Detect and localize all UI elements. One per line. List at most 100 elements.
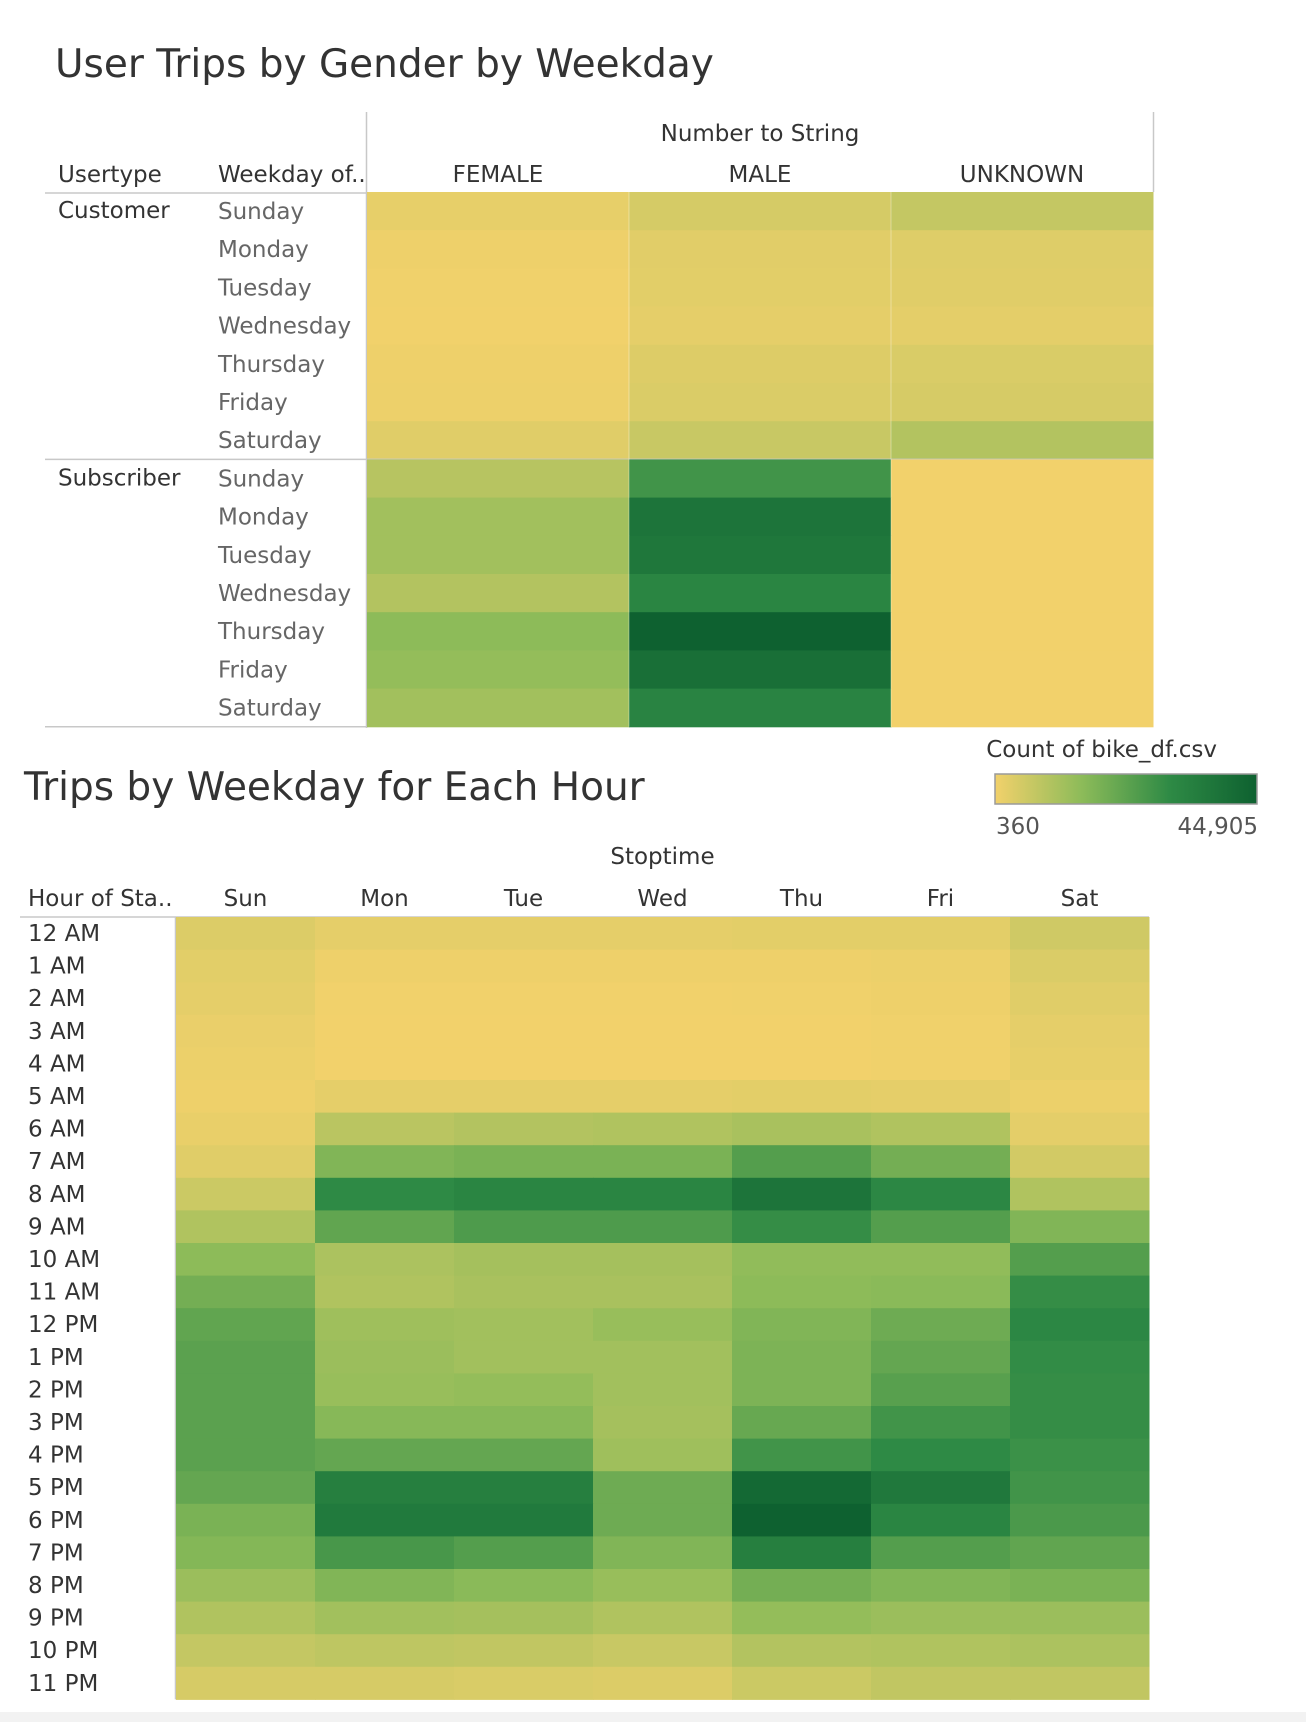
chart2-heat-cell bbox=[176, 1601, 316, 1635]
chart2-heat-cell bbox=[593, 949, 733, 983]
chart2-heat-cell bbox=[315, 1601, 455, 1635]
chart2-heat-cell bbox=[176, 1275, 316, 1309]
chart2-heat-cell bbox=[176, 917, 316, 951]
chart2-heat-cell bbox=[454, 1634, 594, 1668]
chart2-heat-cell bbox=[593, 1047, 733, 1081]
chart2-heat-cell bbox=[871, 1145, 1011, 1179]
chart2-heat-cell bbox=[454, 1666, 594, 1700]
chart1-heat-cell bbox=[367, 535, 630, 575]
chart2-heat-cell bbox=[315, 1438, 455, 1472]
chart2-heat-cell bbox=[732, 1112, 872, 1146]
chart1-heat-cell bbox=[629, 230, 892, 269]
chart2-heat-cell bbox=[454, 1080, 594, 1114]
chart1-weekday-label: Saturday bbox=[218, 696, 322, 722]
chart2-heat-cell bbox=[176, 1014, 316, 1048]
chart2-heat-cell bbox=[176, 1177, 316, 1211]
chart1-weekday-label: Wednesday bbox=[218, 581, 351, 607]
chart2-heat-cell bbox=[593, 1666, 733, 1700]
chart2-heat-cell bbox=[176, 1569, 316, 1603]
chart1-heat-cell bbox=[367, 421, 630, 460]
chart1-title: User Trips by Gender by Weekday bbox=[55, 42, 714, 87]
chart2-heat-cell bbox=[871, 949, 1011, 983]
chart2-hour-label: 5 AM bbox=[28, 1084, 86, 1110]
chart1-heat-cell bbox=[891, 459, 1154, 499]
chart1-heat-cell bbox=[367, 688, 630, 728]
chart1-heat-cell bbox=[629, 574, 892, 613]
chart1-weekday-label: Friday bbox=[218, 390, 288, 416]
chart2-heat-cell bbox=[454, 1373, 594, 1407]
chart2-heat-cell bbox=[871, 1601, 1011, 1635]
chart2-heat-cell bbox=[732, 1210, 872, 1244]
chart2-heat-cell bbox=[454, 1438, 594, 1472]
chart2-heat-cell bbox=[732, 982, 872, 1016]
chart2-heat-cell bbox=[1010, 1471, 1150, 1505]
chart2-heat-cell bbox=[454, 917, 594, 951]
chart1-heat-cell bbox=[629, 612, 892, 651]
chart2-heat-cell bbox=[732, 1438, 872, 1472]
chart1-heat-cell bbox=[629, 688, 892, 728]
chart1-weekday-label: Tuesday bbox=[217, 543, 312, 569]
chart2-heat-cell bbox=[315, 1373, 455, 1407]
chart1-heat-cell bbox=[367, 344, 630, 384]
chart2-heat-cell bbox=[593, 1373, 733, 1407]
chart1-weekday-label: Wednesday bbox=[218, 314, 351, 340]
chart2-heat-cell bbox=[871, 1569, 1011, 1603]
chart2-heat-cell bbox=[176, 982, 316, 1016]
chart1-weekday-label: Monday bbox=[218, 505, 309, 531]
chart1-heat-cell bbox=[629, 268, 892, 308]
chart2-hour-label: 2 AM bbox=[28, 986, 86, 1012]
chart1-heat-cell bbox=[891, 650, 1154, 690]
chart2-heat-cell bbox=[871, 982, 1011, 1016]
chart2-heat-cell bbox=[315, 1471, 455, 1505]
chart2-heat-cell bbox=[593, 1601, 733, 1635]
chart2-heat-cell bbox=[732, 1243, 872, 1277]
chart2-column-header: Sun bbox=[224, 886, 268, 912]
chart2-heat-cell bbox=[176, 1503, 316, 1537]
chart2-heat-cell bbox=[454, 1275, 594, 1309]
chart2-heat-cell bbox=[732, 1666, 872, 1700]
chart2-heat-cell bbox=[1010, 1438, 1150, 1472]
chart2-heat-cell bbox=[593, 1210, 733, 1244]
chart2-heat-cell bbox=[454, 1243, 594, 1277]
chart2-heat-cell bbox=[732, 949, 872, 983]
chart2-heat-cell bbox=[454, 1471, 594, 1505]
chart2-heat-cell bbox=[732, 1177, 872, 1211]
chart2-column-header: Mon bbox=[360, 886, 409, 912]
chart1-heat-cell bbox=[891, 383, 1154, 422]
chart2-heat-cell bbox=[1010, 1210, 1150, 1244]
chart2-heat-cell bbox=[593, 1406, 733, 1440]
chart2-heat-cell bbox=[454, 1308, 594, 1342]
chart1-heat-cell bbox=[629, 459, 892, 499]
chart2-heat-cell bbox=[732, 1145, 872, 1179]
chart2-heat-cell bbox=[176, 1308, 316, 1342]
chart2-heat-cell bbox=[176, 1112, 316, 1146]
chart2-heat-cell bbox=[454, 1047, 594, 1081]
chart1-heat-cell bbox=[629, 344, 892, 384]
chart2-heat-cell bbox=[1010, 1569, 1150, 1603]
chart2-heat-cell bbox=[315, 1177, 455, 1211]
chart2-heat-cell bbox=[315, 1666, 455, 1700]
chart1-heat-cell bbox=[891, 268, 1154, 308]
chart2-heat-cell bbox=[176, 1536, 316, 1570]
chart1-column-group-label: Number to String bbox=[661, 121, 860, 147]
chart1-column-header: UNKNOWN bbox=[960, 162, 1084, 188]
chart1-weekday-label: Friday bbox=[218, 657, 288, 683]
chart2-column-group-label: Stoptime bbox=[610, 844, 714, 870]
chart2-column-header: Fri bbox=[927, 886, 954, 912]
page-bottom-strip bbox=[0, 1712, 1306, 1722]
chart2-heat-cell bbox=[315, 1210, 455, 1244]
chart2-heat-cell bbox=[176, 1438, 316, 1472]
chart1-weekday-label: Thursday bbox=[217, 619, 325, 645]
chart2-hour-label: 4 PM bbox=[28, 1443, 84, 1469]
chart2-heat-cell bbox=[871, 1536, 1011, 1570]
chart1-heat-cell bbox=[367, 192, 630, 231]
chart2-heat-cell bbox=[454, 1406, 594, 1440]
chart2-heat-cell bbox=[593, 1112, 733, 1146]
chart2-heat-cell bbox=[315, 1112, 455, 1146]
chart2-heat-cell bbox=[315, 1243, 455, 1277]
chart1-heat-cell bbox=[629, 421, 892, 460]
chart2-heat-cell bbox=[593, 1308, 733, 1342]
chart2-hour-label: 8 AM bbox=[28, 1182, 86, 1208]
